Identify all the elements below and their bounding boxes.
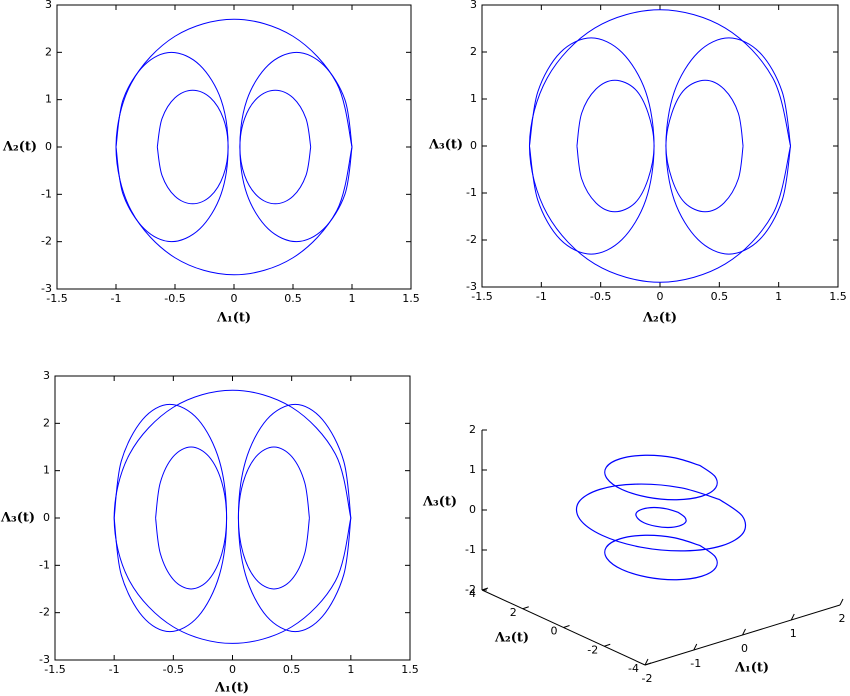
y-tick-label: 0 [45, 140, 52, 153]
y-tick-label: -2 [587, 643, 598, 656]
trajectory [237, 446, 310, 590]
x-tick-label: 0 [741, 642, 748, 655]
x-tick-label: -1.5 [46, 292, 67, 305]
y-tick-label: -3 [41, 282, 52, 295]
x-tick-label: 1.5 [401, 663, 419, 676]
z-tick-label: 1 [469, 463, 476, 476]
y-tick [644, 662, 652, 666]
x-tick [790, 613, 795, 621]
trajectory [237, 403, 352, 633]
x-tick-label: 1 [790, 627, 797, 640]
x-axis-label: Λ₁(t) [214, 681, 249, 696]
y-tick-label: 1 [470, 92, 477, 105]
y-tick-label: -3 [39, 653, 50, 666]
x-tick-label: -0.5 [163, 663, 184, 676]
z-tick-label: -2 [465, 583, 476, 596]
y-tick-label: 0 [470, 139, 477, 152]
x-tick-label: -0.5 [590, 290, 611, 303]
trajectory [528, 37, 655, 255]
trajectory [665, 37, 792, 255]
y-tick-label: -1 [466, 186, 477, 199]
y-tick-label: -4 [628, 662, 639, 675]
trajectory [576, 79, 655, 213]
x-tick-label: 2 [839, 612, 846, 625]
y-tick-label: 0 [551, 625, 558, 638]
axes-box [54, 375, 411, 661]
trajectory [113, 389, 352, 644]
x-tick-label: 0 [657, 290, 664, 303]
x-tick-label: 1.5 [402, 292, 420, 305]
y-tick-label: 3 [45, 0, 52, 11]
x-tick-label: 0.5 [283, 663, 301, 676]
axes-box [481, 4, 839, 288]
x-tick-label: -1 [111, 292, 122, 305]
z-tick-label: 2 [469, 423, 476, 436]
y-tick-label: -1 [39, 558, 50, 571]
x-axis-label: Λ₁(t) [216, 311, 251, 326]
trajectory [113, 403, 228, 633]
x-tick-label: 1 [347, 663, 354, 676]
y-tick-label: -2 [39, 606, 50, 619]
y-tick-label: 3 [470, 0, 477, 11]
y-tick-label: -2 [466, 233, 477, 246]
y-axis-label: Λ₂(t) [494, 631, 529, 646]
trajectory [665, 79, 744, 213]
x-tick-label: 0.5 [711, 290, 729, 303]
y-tick-label: 3 [43, 369, 50, 382]
y-axis-label: Λ₃(t) [0, 511, 35, 526]
y-tick-label: -2 [41, 235, 52, 248]
y-tick [604, 643, 611, 647]
x-tick-label: 1 [349, 292, 356, 305]
trajectory [604, 534, 718, 581]
x-tick [693, 643, 698, 651]
y-tick-label: -3 [466, 280, 477, 293]
trajectory [239, 89, 312, 205]
x-tick-label: -1.5 [471, 290, 492, 303]
axes-box [56, 4, 412, 290]
z-tick-label: -1 [465, 543, 476, 556]
y-tick-label: 4 [469, 587, 476, 600]
x-tick-label: -2 [642, 672, 653, 685]
z-tick-label: 0 [469, 503, 476, 516]
x-tick-label: 1.5 [829, 290, 847, 303]
y-tick-label: 2 [470, 45, 477, 58]
trajectory [528, 9, 792, 283]
x-tick [644, 658, 649, 666]
x-tick-label: 0 [229, 663, 236, 676]
x-axis-label: Λ₁(t) [734, 661, 769, 676]
y-axis-label: Λ₂(t) [2, 140, 37, 155]
y-tick-label: 2 [43, 416, 50, 429]
x-tick-label: 0.5 [284, 292, 302, 305]
y-tick-label: 2 [45, 45, 52, 58]
y-tick-label: 2 [510, 606, 517, 619]
trajectory [575, 483, 747, 552]
x-tick-label: 1 [775, 290, 782, 303]
y-tick [563, 625, 570, 628]
y-axis-label: Λ₃(t) [428, 138, 463, 153]
y-tick-label: 0 [43, 511, 50, 524]
x-tick-label: -0.5 [164, 292, 185, 305]
z-axis-label: Λ₃(t) [422, 495, 457, 510]
x-tick-label: 0 [231, 292, 238, 305]
y-tick-label: 1 [45, 93, 52, 106]
x-tick-label: -1 [109, 663, 120, 676]
trajectory [115, 18, 353, 276]
x-axis-label: Λ₂(t) [642, 311, 677, 326]
x-tick [742, 628, 746, 636]
x-tick-label: -1 [536, 290, 547, 303]
y-tick [522, 606, 529, 610]
trajectory [156, 89, 229, 205]
y-tick-label: -1 [41, 187, 52, 200]
trajectory [155, 446, 228, 590]
trajectory [604, 454, 718, 501]
trajectory [635, 506, 687, 529]
x-tick [839, 598, 844, 606]
x-tick-label: -1.5 [44, 663, 65, 676]
x-tick-label: -1 [690, 657, 701, 670]
y-tick-label: 1 [43, 464, 50, 477]
